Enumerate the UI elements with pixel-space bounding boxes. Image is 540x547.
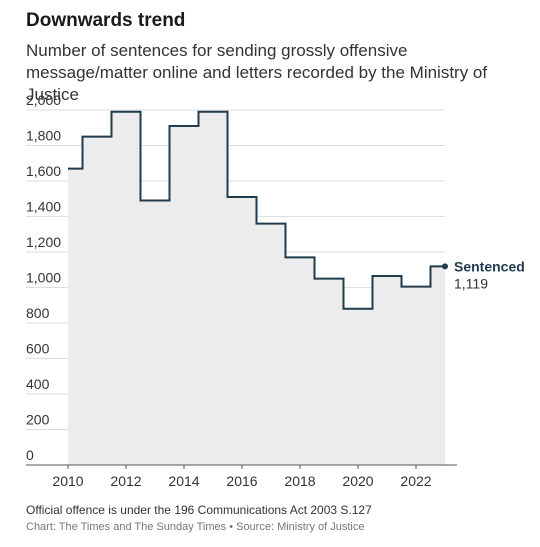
- x-tick-label: 2016: [226, 473, 257, 489]
- step-area-chart: 0 200 400 600 800 1,000 1,200 1,400 1,600 1,800 2,…: [26, 92, 525, 489]
- chart-title: Downwards trend: [26, 10, 186, 31]
- x-tick-labels: 2010 2012 2014 2016 2018 2020 2022: [52, 473, 431, 489]
- y-tick-label: 1,000: [26, 270, 61, 286]
- x-tick-label: 2010: [52, 473, 83, 489]
- y-tick-label: 1,800: [26, 128, 61, 144]
- series-end-value: 1,119: [454, 275, 488, 291]
- series-area-sentenced: [68, 111, 445, 466]
- x-tick-label: 2014: [168, 473, 199, 489]
- y-tick-label: 1,200: [26, 234, 61, 250]
- x-tick-label: 2018: [284, 473, 315, 489]
- y-tick-label: 600: [26, 341, 50, 357]
- y-tick-label: 800: [26, 305, 50, 321]
- y-tick-labels: 0 200 400 600 800 1,000 1,200 1,400 1,600 1,800 2,…: [26, 92, 61, 463]
- y-tick-label: 1,400: [26, 199, 61, 215]
- y-tick-label: 2,000: [26, 92, 61, 108]
- footnote: Official offence is under the 196 Commun…: [26, 503, 372, 517]
- x-tick-label: 2012: [110, 473, 141, 489]
- x-tick-marks: [67, 465, 417, 469]
- series-end-label: Sentenced: [454, 258, 525, 274]
- y-tick-label: 400: [26, 376, 50, 392]
- source-credit: Chart: The Times and The Sunday Times • …: [26, 521, 365, 533]
- x-tick-label: 2022: [400, 473, 431, 489]
- y-tick-label: 0: [26, 447, 34, 463]
- y-tick-label: 1,600: [26, 163, 61, 179]
- y-tick-label: 200: [26, 412, 50, 428]
- series-line-sentenced: [68, 110, 445, 310]
- chart-subtitle: Number of sentences for sending grossly …: [26, 41, 488, 104]
- x-tick-label: 2020: [342, 473, 373, 489]
- series-end-marker: [442, 263, 448, 270]
